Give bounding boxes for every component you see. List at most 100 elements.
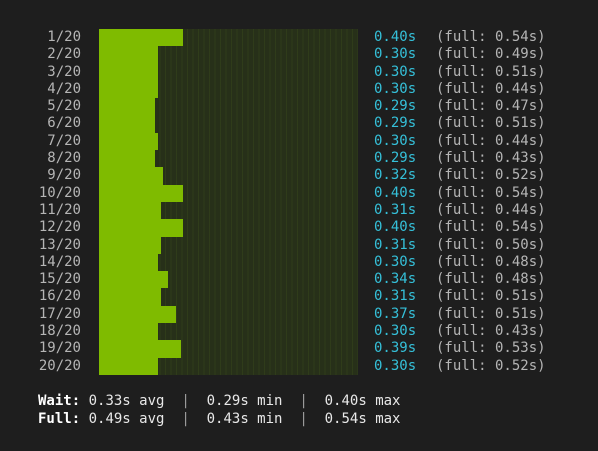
wait-bar — [99, 63, 158, 81]
summary-wait-avg: 0.33s avg — [88, 393, 165, 409]
timing-row: 11/20 0.31s (full: 0.44s) — [0, 201, 598, 220]
timing-track — [99, 115, 358, 133]
row-index: 11/20 — [38, 201, 81, 218]
timing-track — [99, 288, 358, 306]
wait-bar — [99, 46, 158, 64]
separator: | — [181, 411, 190, 427]
wait-time: 0.30s — [374, 46, 417, 63]
full-time: (full: 0.44s) — [436, 201, 546, 218]
full-time: (full: 0.51s) — [436, 115, 546, 132]
wait-bar — [99, 219, 183, 237]
row-index: 10/20 — [38, 184, 81, 201]
wait-bar — [99, 132, 158, 151]
timing-row: 18/20 0.30s (full: 0.43s) — [0, 323, 598, 341]
timing-row: 6/20 0.29s (full: 0.51s) — [0, 115, 598, 133]
wait-time: 0.40s — [374, 219, 417, 236]
full-time: (full: 0.47s) — [436, 98, 546, 115]
wait-bar — [99, 253, 158, 272]
timing-row: 4/20 0.30s (full: 0.44s) — [0, 80, 598, 99]
full-time: (full: 0.43s) — [436, 150, 546, 167]
timing-track — [99, 29, 358, 47]
wait-bar — [99, 184, 183, 202]
wait-time: 0.31s — [374, 201, 417, 218]
wait-bar — [99, 115, 155, 133]
wait-bar — [99, 167, 163, 185]
wait-bar — [99, 236, 161, 254]
wait-time: 0.37s — [374, 305, 417, 322]
timing-track — [99, 201, 358, 220]
row-index: 14/20 — [38, 253, 81, 270]
wait-time: 0.29s — [374, 150, 417, 167]
timing-track — [99, 46, 358, 64]
full-time: (full: 0.53s) — [436, 340, 546, 357]
timing-track — [99, 340, 358, 358]
row-index: 7/20 — [47, 132, 81, 149]
wait-bar — [99, 271, 168, 289]
full-time: (full: 0.52s) — [436, 167, 546, 184]
wait-bar — [99, 150, 155, 168]
timing-row: 15/20 0.34s (full: 0.48s) — [0, 271, 598, 289]
timing-track — [99, 323, 358, 341]
wait-time: 0.30s — [374, 323, 417, 340]
timing-track — [99, 63, 358, 81]
full-time: (full: 0.44s) — [436, 80, 546, 97]
full-time: (full: 0.43s) — [436, 323, 546, 340]
full-time: (full: 0.49s) — [436, 46, 546, 63]
full-time: (full: 0.50s) — [436, 236, 546, 253]
wait-time: 0.29s — [374, 115, 417, 132]
timing-row: 19/20 0.39s (full: 0.53s) — [0, 340, 598, 358]
wait-bar — [99, 288, 161, 306]
full-time: (full: 0.54s) — [436, 184, 546, 201]
timing-row: 12/20 0.40s (full: 0.54s) — [0, 219, 598, 237]
timing-track — [99, 167, 358, 185]
timing-row: 2/20 0.30s (full: 0.49s) — [0, 46, 598, 64]
row-index: 15/20 — [38, 271, 81, 288]
wait-time: 0.29s — [374, 98, 417, 115]
timing-row: 3/20 0.30s (full: 0.51s) — [0, 63, 598, 81]
timing-track — [99, 80, 358, 99]
summary-full-label: Full: — [38, 411, 81, 427]
full-time: (full: 0.44s) — [436, 132, 546, 149]
timing-row: 17/20 0.37s (full: 0.51s) — [0, 305, 598, 324]
wait-time: 0.39s — [374, 340, 417, 357]
full-time: (full: 0.51s) — [436, 63, 546, 80]
full-time: (full: 0.54s) — [436, 29, 546, 45]
wait-bar — [99, 29, 183, 47]
wait-time: 0.30s — [374, 63, 417, 80]
separator: | — [299, 393, 308, 409]
timing-row: 16/20 0.31s (full: 0.51s) — [0, 288, 598, 306]
wait-bar — [99, 357, 158, 375]
summary-full-min: 0.43s min — [206, 411, 283, 427]
timing-row: 1/20 0.40s (full: 0.54s) — [0, 29, 598, 47]
timing-track — [99, 236, 358, 254]
timing-track — [99, 305, 358, 324]
timing-rows: 1/20 0.40s (full: 0.54s) 2/20 0.30s (full: 0.… — [0, 29, 598, 375]
row-index: 2/20 — [47, 46, 81, 63]
timing-track — [99, 253, 358, 272]
wait-time: 0.30s — [374, 80, 417, 97]
summary-full-avg: 0.49s avg — [88, 411, 165, 427]
wait-bar — [99, 98, 155, 116]
full-time: (full: 0.48s) — [436, 271, 546, 288]
separator: | — [299, 411, 308, 427]
row-index: 5/20 — [47, 98, 81, 115]
full-time: (full: 0.54s) — [436, 219, 546, 236]
wait-time: 0.30s — [374, 357, 417, 374]
row-index: 18/20 — [38, 323, 81, 340]
timing-track — [99, 219, 358, 237]
wait-time: 0.34s — [374, 271, 417, 288]
summary-wait-max: 0.40s max — [324, 393, 401, 409]
wait-time: 0.31s — [374, 236, 417, 253]
wait-bar — [99, 201, 161, 220]
wait-time: 0.32s — [374, 167, 417, 184]
timing-row: 5/20 0.29s (full: 0.47s) — [0, 98, 598, 116]
full-time: (full: 0.52s) — [436, 357, 546, 374]
timing-row: 13/20 0.31s (full: 0.50s) — [0, 236, 598, 254]
wait-time: 0.30s — [374, 253, 417, 270]
summary-full-max: 0.54s max — [324, 411, 401, 427]
row-index: 3/20 — [47, 63, 81, 80]
timing-track — [99, 98, 358, 116]
timing-track — [99, 132, 358, 151]
timing-row: 7/20 0.30s (full: 0.44s) — [0, 132, 598, 151]
row-index: 17/20 — [38, 305, 81, 322]
